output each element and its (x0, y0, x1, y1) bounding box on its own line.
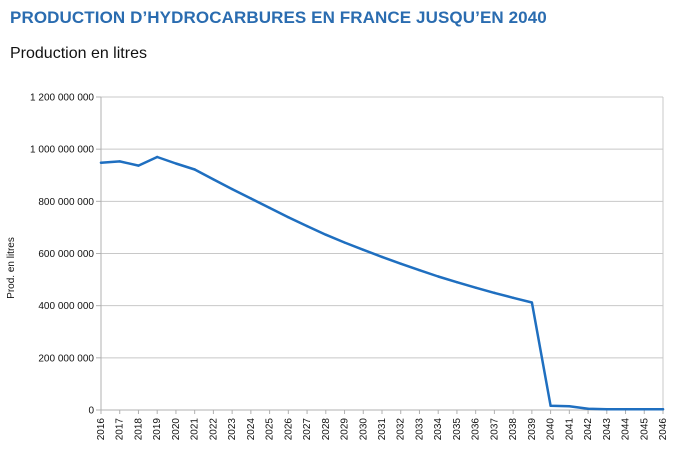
data-point (156, 155, 159, 159)
y-axis-ticks: 0 200 000 000 400 000 000 600 000 000 800 00… (30, 93, 101, 417)
x-tick-label: 2045 (639, 418, 650, 441)
x-tick-label: 2038 (508, 418, 519, 441)
x-tick-label: 2030 (358, 418, 369, 441)
y-tick-label: 400 000 000 (38, 301, 94, 312)
data-point (268, 206, 271, 210)
data-point (568, 405, 571, 408)
data-point (530, 301, 534, 304)
data-point (287, 216, 290, 219)
x-tick-label: 2019 (152, 418, 163, 441)
data-point (493, 291, 496, 295)
data-point (324, 233, 327, 236)
y-tick-label: 1 000 000 000 (30, 145, 94, 156)
x-tick-label: 2029 (340, 418, 351, 441)
x-tick-label: 2023 (227, 418, 238, 441)
x-tick-label: 2037 (489, 418, 500, 441)
data-point (605, 408, 608, 411)
series-line (99, 155, 665, 411)
x-tick-label: 2040 (546, 418, 557, 441)
x-tick-label: 2020 (171, 418, 182, 441)
y-tick-label: 0 (88, 406, 94, 417)
x-tick-label: 2024 (246, 418, 257, 441)
data-point (230, 187, 234, 191)
data-point (343, 241, 346, 244)
x-tick-label: 2021 (190, 418, 201, 441)
y-tick-label: 800 000 000 (38, 197, 94, 208)
data-point (455, 280, 459, 284)
data-point (399, 262, 402, 265)
x-tick-label: 2046 (658, 418, 669, 441)
data-point (624, 408, 627, 411)
x-tick-label: 2026 (283, 418, 294, 441)
y-tick-label: 1 200 000 000 (30, 93, 94, 104)
gridlines (100, 96, 664, 411)
x-tick-label: 2041 (564, 418, 575, 441)
x-tick-label: 2022 (208, 418, 219, 441)
data-point (437, 275, 440, 278)
data-point (661, 408, 665, 411)
x-tick-label: 2039 (527, 418, 538, 441)
x-tick-label: 2027 (302, 418, 313, 441)
data-point (118, 160, 121, 163)
x-tick-label: 2042 (583, 418, 594, 441)
y-tick-label: 200 000 000 (38, 353, 94, 364)
x-tick-label: 2032 (396, 418, 407, 441)
x-tick-label: 2035 (452, 418, 463, 441)
data-point (549, 404, 552, 408)
data-point (305, 224, 309, 228)
x-tick-label: 2033 (414, 418, 425, 441)
x-tick-label: 2031 (377, 418, 388, 441)
x-tick-label: 2036 (471, 418, 482, 441)
x-tick-label: 2018 (133, 418, 144, 441)
x-tick-label: 2017 (115, 418, 126, 441)
data-point (193, 168, 196, 171)
y-tick-label: 600 000 000 (38, 249, 94, 260)
data-point (174, 162, 178, 165)
series-layer (99, 155, 665, 411)
data-point (643, 408, 646, 411)
data-point (586, 407, 590, 410)
data-point (380, 255, 384, 259)
data-point (137, 164, 140, 167)
data-point (212, 178, 215, 181)
data-point (99, 161, 103, 164)
x-tick-label: 2028 (321, 418, 332, 441)
data-point (249, 197, 253, 200)
data-point (511, 296, 515, 300)
x-tick-label: 2044 (621, 418, 632, 441)
chart-subtitle: Production en litres (10, 45, 147, 62)
data-point (474, 286, 477, 289)
y-axis-title: Prod. en litres (6, 237, 17, 299)
chart-title: PRODUCTION D’HYDROCARBURES EN FRANCE JUS… (10, 8, 547, 27)
x-tick-label: 2025 (265, 418, 276, 441)
x-tick-label: 2043 (602, 418, 613, 441)
x-axis-ticks: 2016 2017 2018 2019 2020 2021 2022 2023 2024 2025… (96, 410, 669, 440)
x-tick-label: 2016 (96, 418, 107, 441)
x-tick-label: 2034 (433, 418, 444, 441)
data-point (418, 268, 421, 272)
data-point (362, 248, 365, 252)
